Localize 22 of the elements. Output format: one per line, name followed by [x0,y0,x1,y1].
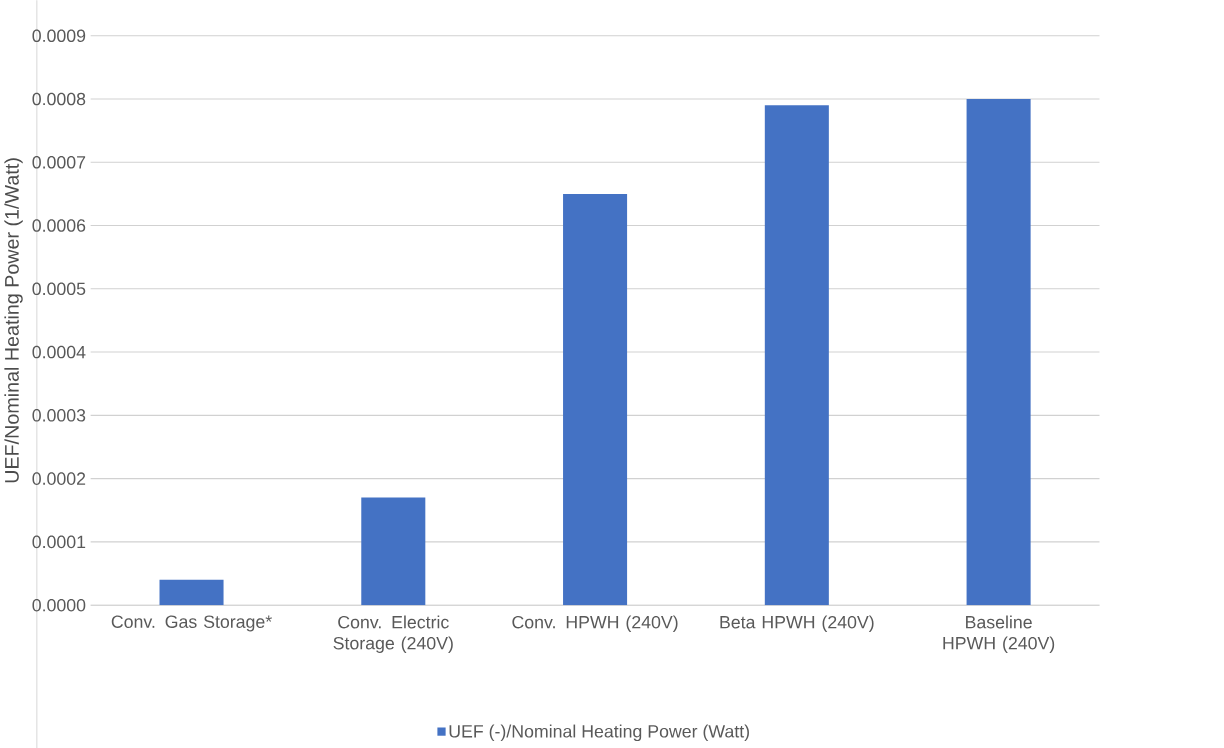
x-tick-label: Conv. Gas Storage* [111,615,272,632]
y-tick-label: 0.0008 [32,92,86,106]
y-tick-label: 0.0000 [32,598,86,612]
bar [966,98,1031,606]
y-tick-label: 0.0006 [32,219,86,232]
x-tick-label: Conv. Electric Storage (240V) [333,615,453,653]
legend-label: UEF (-)/Nominal Heating Power (Watt) [449,724,749,741]
y-tick-label: 0.0007 [32,155,86,169]
y-tick-label: 0.0009 [32,29,86,42]
y-tick-label: 0.0002 [32,472,86,485]
bar [361,497,426,606]
y-tick-label: 0.0004 [32,345,86,359]
y-tick-label: 0.0001 [32,535,86,549]
x-tick-label: Conv. HPWH (240V) [512,615,678,632]
bar [563,193,628,606]
y-axis-title: UEF/Nominal Heating Power (1/Watt) [4,158,23,483]
y-tick-label: 0.0003 [32,408,86,422]
bar [159,579,224,606]
bar [764,105,829,606]
x-tick-label: Beta HPWH (240V) [720,615,874,632]
y-tick-label: 0.0005 [32,282,86,295]
x-tick-label: Baseline HPWH (240V) [943,615,1055,653]
